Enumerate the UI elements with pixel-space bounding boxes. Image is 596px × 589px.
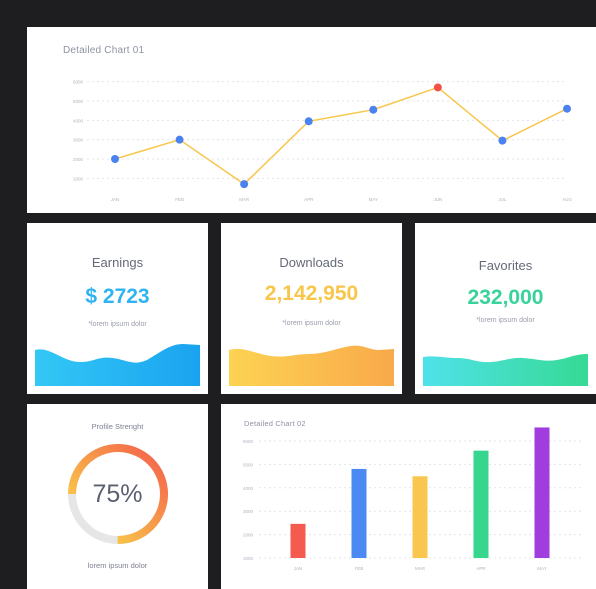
y-tick-label: 6000 bbox=[73, 80, 84, 85]
chart-02-title: Detailed Chart 02 bbox=[244, 419, 306, 428]
profile-strength-card: Profile Strenght 75% lorem ipsum dolor bbox=[27, 404, 208, 589]
x-tick-label: JUL bbox=[498, 197, 506, 202]
profile-note: lorem ipsum dolor bbox=[87, 561, 148, 570]
favorites-note: *lorem ipsum dolor bbox=[476, 317, 535, 324]
favorites-value: 232,000 bbox=[467, 286, 544, 309]
x-tick-label: JAN bbox=[111, 197, 120, 202]
y-tick-label: 1000 bbox=[73, 176, 84, 181]
x-tick-label: JAN bbox=[294, 566, 303, 571]
y-tick-label: 6000 bbox=[243, 439, 254, 444]
y-tick-label: 2000 bbox=[73, 157, 84, 162]
earnings-wave bbox=[35, 344, 200, 386]
data-point bbox=[111, 155, 119, 163]
favorites-card: Favorites 232,000 *lorem ipsum dolor bbox=[415, 223, 596, 394]
downloads-card: Downloads 2,142,950 *lorem ipsum dolor bbox=[221, 223, 402, 394]
y-tick-label: 5000 bbox=[243, 462, 254, 467]
profile-donut bbox=[68, 444, 168, 544]
earnings-title: Earnings bbox=[91, 255, 144, 270]
bar-chart: 6000 5000 4000 3000 2000 1000 JAN FEB MAR APR MAY bbox=[243, 427, 583, 571]
downloads-title: Downloads bbox=[279, 255, 344, 270]
x-tick-label: FEB bbox=[175, 197, 184, 202]
downloads-note: *lorem ipsum dolor bbox=[282, 320, 341, 327]
chart-01-title: Detailed Chart 01 bbox=[63, 45, 145, 56]
x-tick-label: MAR bbox=[239, 197, 250, 202]
bar bbox=[351, 468, 367, 558]
data-point bbox=[563, 104, 571, 113]
line-chart: 1000 2000 3000 4000 5000 6000 JAN FEB MAR APR MAY J… bbox=[73, 80, 572, 202]
x-tick-label: APR bbox=[476, 566, 486, 571]
y-tick-label: 4000 bbox=[73, 118, 84, 123]
favorites-title: Favorites bbox=[478, 258, 533, 273]
data-point bbox=[240, 180, 249, 189]
y-tick-label: 2000 bbox=[243, 533, 254, 538]
x-tick-label: MAR bbox=[415, 566, 426, 571]
favorites-wave bbox=[423, 354, 588, 386]
x-tick-label: AUG bbox=[562, 197, 572, 202]
bar bbox=[290, 523, 306, 558]
data-point bbox=[369, 105, 378, 114]
earnings-note: *lorem ipsum dolor bbox=[88, 321, 147, 328]
series-line bbox=[114, 86, 568, 186]
y-tick-label: 3000 bbox=[73, 138, 84, 143]
downloads-value: 2,142,950 bbox=[264, 282, 359, 305]
data-point bbox=[175, 135, 184, 144]
bar bbox=[534, 427, 550, 558]
profile-percent: 75% bbox=[92, 480, 143, 508]
x-tick-label: JUN bbox=[433, 197, 442, 202]
data-point bbox=[304, 117, 313, 126]
y-tick-label: 5000 bbox=[73, 99, 84, 104]
x-tick-label: MAY bbox=[537, 566, 546, 571]
x-tick-label: MAY bbox=[369, 197, 378, 202]
detailed-chart-02-card: Detailed Chart 02 6000 5000 4000 3000 2000 10… bbox=[221, 404, 596, 589]
y-tick-label: 4000 bbox=[243, 486, 254, 491]
data-point bbox=[433, 83, 442, 92]
x-tick-label: APR bbox=[304, 197, 314, 202]
bar bbox=[412, 476, 428, 558]
downloads-wave bbox=[229, 345, 394, 386]
donut-progress-arc bbox=[68, 444, 168, 544]
x-tick-label: FEB bbox=[355, 566, 364, 571]
y-tick-label: 1000 bbox=[243, 556, 254, 561]
profile-title: Profile Strenght bbox=[91, 422, 144, 431]
detailed-chart-01-card: Detailed Chart 01 1000 2000 3000 4000 5000 60… bbox=[27, 27, 596, 213]
earnings-card: Earnings $ 2723 *lorem ipsum dolor bbox=[27, 223, 208, 394]
bar bbox=[473, 450, 489, 558]
earnings-value: $ 2723 bbox=[85, 285, 150, 308]
y-tick-label: 3000 bbox=[243, 509, 254, 514]
data-point bbox=[498, 136, 507, 145]
